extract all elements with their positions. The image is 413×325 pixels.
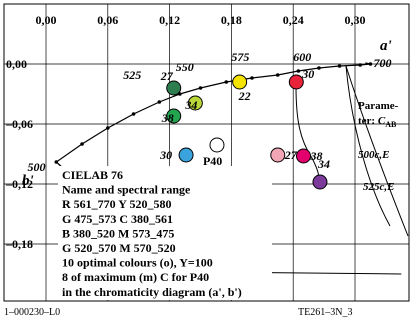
locus-dot [198,86,203,90]
locus-dot [106,126,110,130]
locus-dot [358,63,362,67]
locus-dot [131,112,136,116]
colour-point [288,74,304,90]
legend-line: Rm 561_770 Ym 520_580 [62,197,171,211]
locus-dot [250,76,254,80]
legend-line: Bm 380_520 Mm 573_475 [62,226,174,240]
chart-label: 27 [160,69,174,83]
chart-label: P40 [203,154,222,168]
colour-point [166,108,182,124]
locus-dot [368,62,373,66]
locus-dot [296,69,301,73]
boundary-curve-500c [345,65,409,237]
legend-line: Name and spectral range [62,183,191,197]
colour-point [209,137,225,153]
y-tick-label: 0,00 [6,57,27,71]
y-tick-label: –0,12 [5,177,33,191]
annotations: 700600575550525500475272230343830P402738… [27,50,399,300]
locus-dot [317,66,321,70]
chart-label: 30 [301,67,314,81]
colour-point [270,147,286,163]
chart-label: 700 [374,56,392,70]
locus-dot [80,142,84,146]
chart-label: 500 [27,160,45,174]
locus-dot [157,100,162,104]
locus-dot [337,64,342,68]
x-tick-label: 0,12 [159,13,180,27]
colour-point [296,148,311,164]
chart-label: 550 [176,60,194,74]
chart-label: 27 [284,148,298,162]
locus-end-segment [365,62,371,65]
colour-point [232,74,248,90]
boundary-curve-525c [345,65,391,227]
chromaticity-chart: 0,00 0,06 0,12 0,18 0,24 0,30 0,00 –0,06 –0,12 –0… [3,3,410,302]
colour-point [187,95,203,111]
locus-dot [224,80,229,84]
label-525c: 525c,E [363,181,394,193]
chart-label: 38 [310,149,323,163]
locus-dot [54,160,59,164]
chart-label: 34 [317,157,330,171]
label-500c: 500c,E [358,149,389,161]
x-tick-label: 0,00 [36,13,57,27]
chart-label: 30 [159,148,172,162]
y-axis-label: b' [22,173,34,189]
x-tick-label: 0,06 [97,13,118,27]
legend-line: in the chromaticity diagram (a', b') [62,285,242,299]
x-tick-label: 0,18 [221,13,242,27]
legend-line: 8 of maximum (m) CAB for P40 [62,270,209,284]
colour-point [312,174,328,190]
legend-line: CIELAB 76 [62,168,123,182]
y-tick-label: –0,18 [5,237,33,251]
axis-tick-labels: 0,00 0,06 0,12 0,18 0,24 0,30 0,00 –0,06 –0,12 –0… [5,13,392,251]
legend-line: Go 520_570 Mo 570_520 [62,241,176,255]
chart-label: 38 [161,111,174,125]
x-axis-label: a' [380,38,392,54]
chart-label: 575 [231,50,249,64]
chart-label: 22 [238,89,251,103]
chart-label: 34 [184,98,197,112]
locus-dot [275,73,280,77]
legend-line: 10 optimal colours (o), YW=100 [62,256,213,270]
parameter-label-1: Parame- [358,100,399,112]
y-tick-label: –0,06 [5,117,33,131]
legend-box [58,166,272,300]
colour-point [166,80,182,96]
chart-label: 600 [293,50,311,64]
footer-left: 1–000230–L0 [4,307,61,318]
chart-label: 525 [123,68,141,82]
colour-point [178,147,194,163]
x-tick-label: 0,24 [283,13,304,27]
legend-line: Gm 475_573 Cm 380_561 [62,212,173,226]
x-tick-label: 0,30 [345,13,366,27]
footer-right: TE261–3N_3 [298,307,353,318]
